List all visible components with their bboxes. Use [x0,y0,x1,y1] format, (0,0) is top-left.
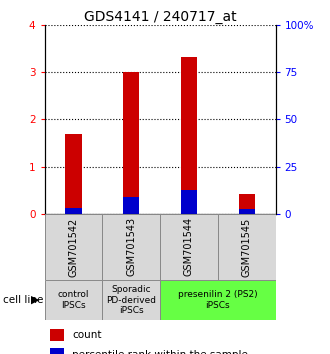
Text: GSM701542: GSM701542 [68,217,79,276]
FancyBboxPatch shape [45,280,102,320]
Text: GSM701544: GSM701544 [184,217,194,276]
Title: GDS4141 / 240717_at: GDS4141 / 240717_at [84,10,236,24]
Bar [50,329,64,342]
Bar [123,197,139,214]
Bar [123,72,139,214]
Text: GSM701545: GSM701545 [242,217,252,276]
Text: count: count [72,330,102,340]
Bar [50,348,64,354]
Bar [181,57,197,214]
Text: Sporadic
PD-derived
iPSCs: Sporadic PD-derived iPSCs [106,285,156,315]
Bar [65,134,82,214]
Text: control
IPSCs: control IPSCs [58,290,89,310]
FancyBboxPatch shape [160,214,218,280]
Bar [239,194,255,214]
FancyBboxPatch shape [102,214,160,280]
Text: GSM701543: GSM701543 [126,217,136,276]
Text: ▶: ▶ [31,295,40,305]
FancyBboxPatch shape [45,214,102,280]
Bar [65,208,82,214]
Bar [181,190,197,214]
Text: percentile rank within the sample: percentile rank within the sample [72,350,248,354]
Text: presenilin 2 (PS2)
iPSCs: presenilin 2 (PS2) iPSCs [178,290,258,310]
FancyBboxPatch shape [102,280,160,320]
Bar [239,210,255,214]
FancyBboxPatch shape [160,280,276,320]
FancyBboxPatch shape [218,214,276,280]
Text: cell line: cell line [3,295,44,305]
